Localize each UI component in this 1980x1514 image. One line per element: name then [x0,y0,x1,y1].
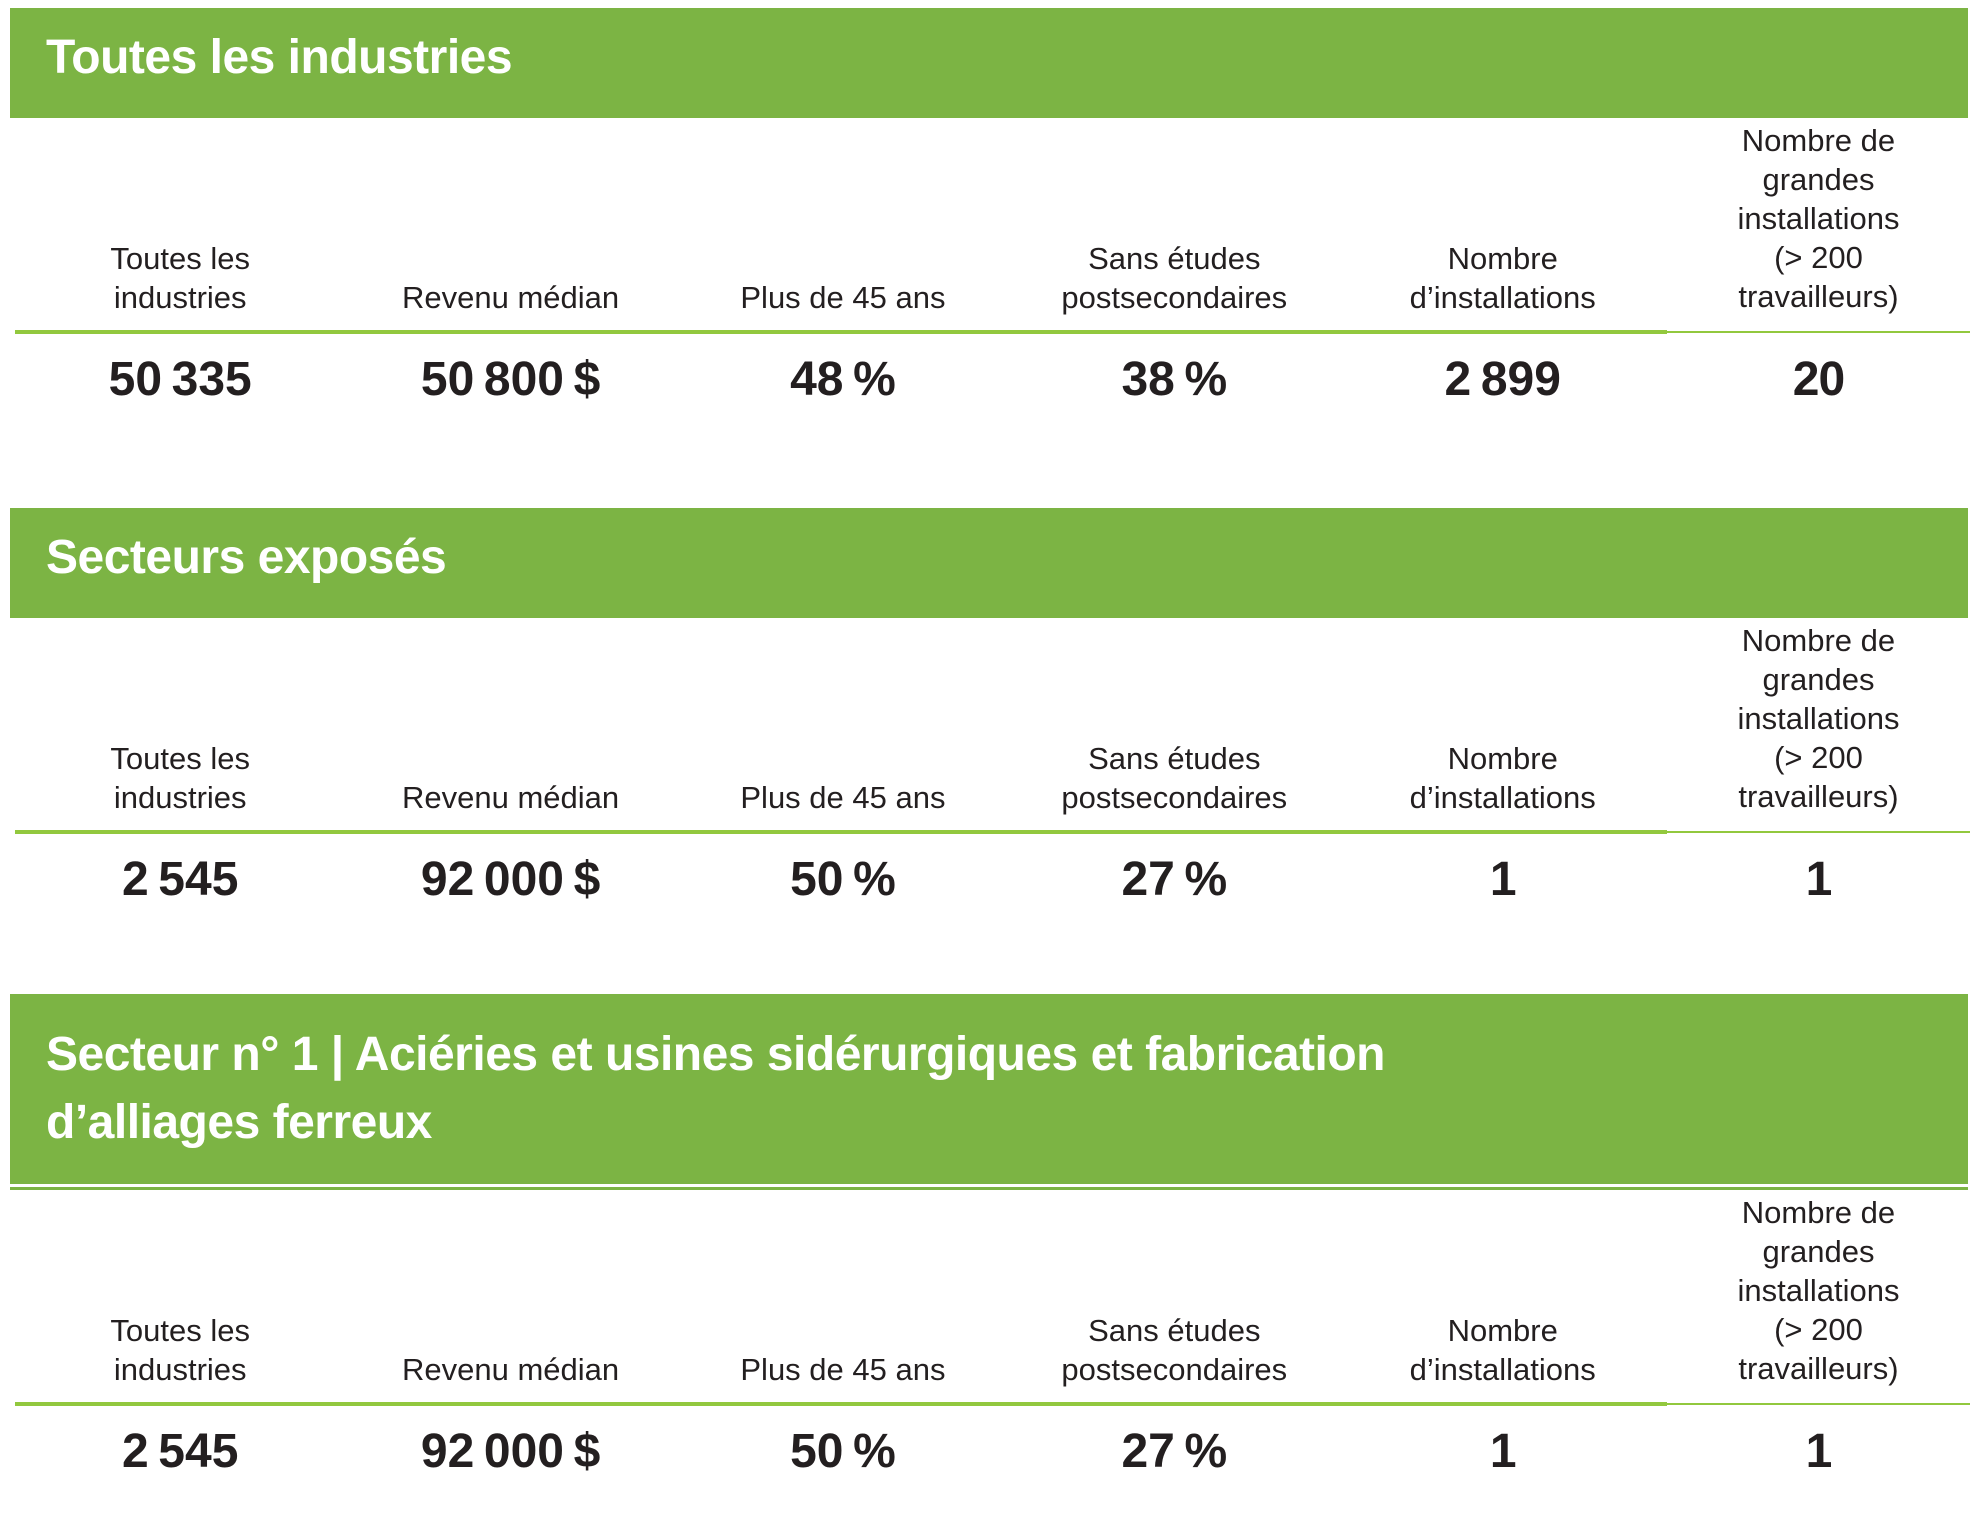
col-header-over-45: Plus de 45 ans [675,618,1011,834]
section-all-industries: Toutes les industries Toutes les industr… [0,8,1980,442]
col-header-large-facilities: Nombre de grandes installations (> 200 t… [1666,618,1970,833]
value-facility-count: 1 [1489,853,1517,906]
value-no-postsecondary: 38 % [1121,353,1228,406]
section-title: Toutes les industries [46,31,513,84]
col-header-large-facilities: Nombre de grandes installations (> 200 t… [1666,118,1970,333]
value-no-postsecondary: 27 % [1121,853,1228,906]
value-over-45: 50 % [790,853,897,906]
bar-underline-rule [10,1187,1968,1190]
value-all-industries: 2 545 [122,853,239,906]
section-header-bar: Toutes les industries [10,8,1968,118]
value-median-income: 92 000 $ [420,1425,601,1478]
value-large-facilities: 1 [1805,1424,1833,1478]
section-title: Secteur n° 1 | Aciéries et usines sidéru… [46,1028,1385,1149]
stats-table: Toutes les industries Revenu médian Plus… [15,618,1970,942]
header-row: Toutes les industries Revenu médian Plus… [15,118,1970,334]
section-header-bar: Secteur n° 1 | Aciéries et usines sidéru… [10,994,1968,1184]
value-large-facilities: 20 [1792,352,1845,406]
header-row: Toutes les industries Revenu médian Plus… [15,1190,1970,1406]
col-header-no-postsecondary: Sans études postsecondaires [1010,118,1339,334]
col-header-facility-count: Nombre d’installations [1338,618,1667,834]
col-header-facility-count: Nombre d’installations [1338,118,1667,334]
col-header-median-income: Revenu médian [345,118,676,334]
value-over-45: 48 % [790,353,897,406]
stats-table: Toutes les industries Revenu médian Plus… [15,118,1970,442]
section-title: Secteurs exposés [46,531,447,584]
value-facility-count: 2 899 [1444,353,1562,406]
value-all-industries: 2 545 [122,1425,239,1478]
col-header-over-45: Plus de 45 ans [675,118,1011,334]
col-header-all-industries: Toutes les industries [15,118,346,334]
col-header-no-postsecondary: Sans études postsecondaires [1010,618,1339,834]
value-median-income: 50 800 $ [420,353,601,406]
col-header-facility-count: Nombre d’installations [1338,1190,1667,1406]
col-header-median-income: Revenu médian [345,1190,676,1406]
col-header-all-industries: Toutes les industries [15,618,346,834]
col-header-over-45: Plus de 45 ans [675,1190,1011,1406]
value-over-45: 50 % [790,1425,897,1478]
value-median-income: 92 000 $ [420,853,601,906]
value-row: 50 335 50 800 $ 48 % 38 % 2 899 20 [15,332,1970,442]
stats-table: Toutes les industries Revenu médian Plus… [15,1190,1970,1514]
header-row: Toutes les industries Revenu médian Plus… [15,618,1970,834]
col-header-all-industries: Toutes les industries [15,1190,346,1406]
value-row: 2 545 92 000 $ 50 % 27 % 1 1 [15,1404,1970,1514]
value-row: 2 545 92 000 $ 50 % 27 % 1 1 [15,832,1970,942]
value-no-postsecondary: 27 % [1121,1425,1228,1478]
col-header-large-facilities: Nombre de grandes installations (> 200 t… [1666,1190,1970,1405]
value-large-facilities: 1 [1805,852,1833,906]
section-header-bar: Secteurs exposés [10,508,1968,618]
value-all-industries: 50 335 [108,353,253,406]
col-header-no-postsecondary: Sans études postsecondaires [1010,1190,1339,1406]
section-exposed-sectors: Secteurs exposés Toutes les industries R… [0,508,1980,942]
value-facility-count: 1 [1489,1425,1517,1478]
section-sector-1: Secteur n° 1 | Aciéries et usines sidéru… [0,994,1980,1514]
col-header-median-income: Revenu médian [345,618,676,834]
